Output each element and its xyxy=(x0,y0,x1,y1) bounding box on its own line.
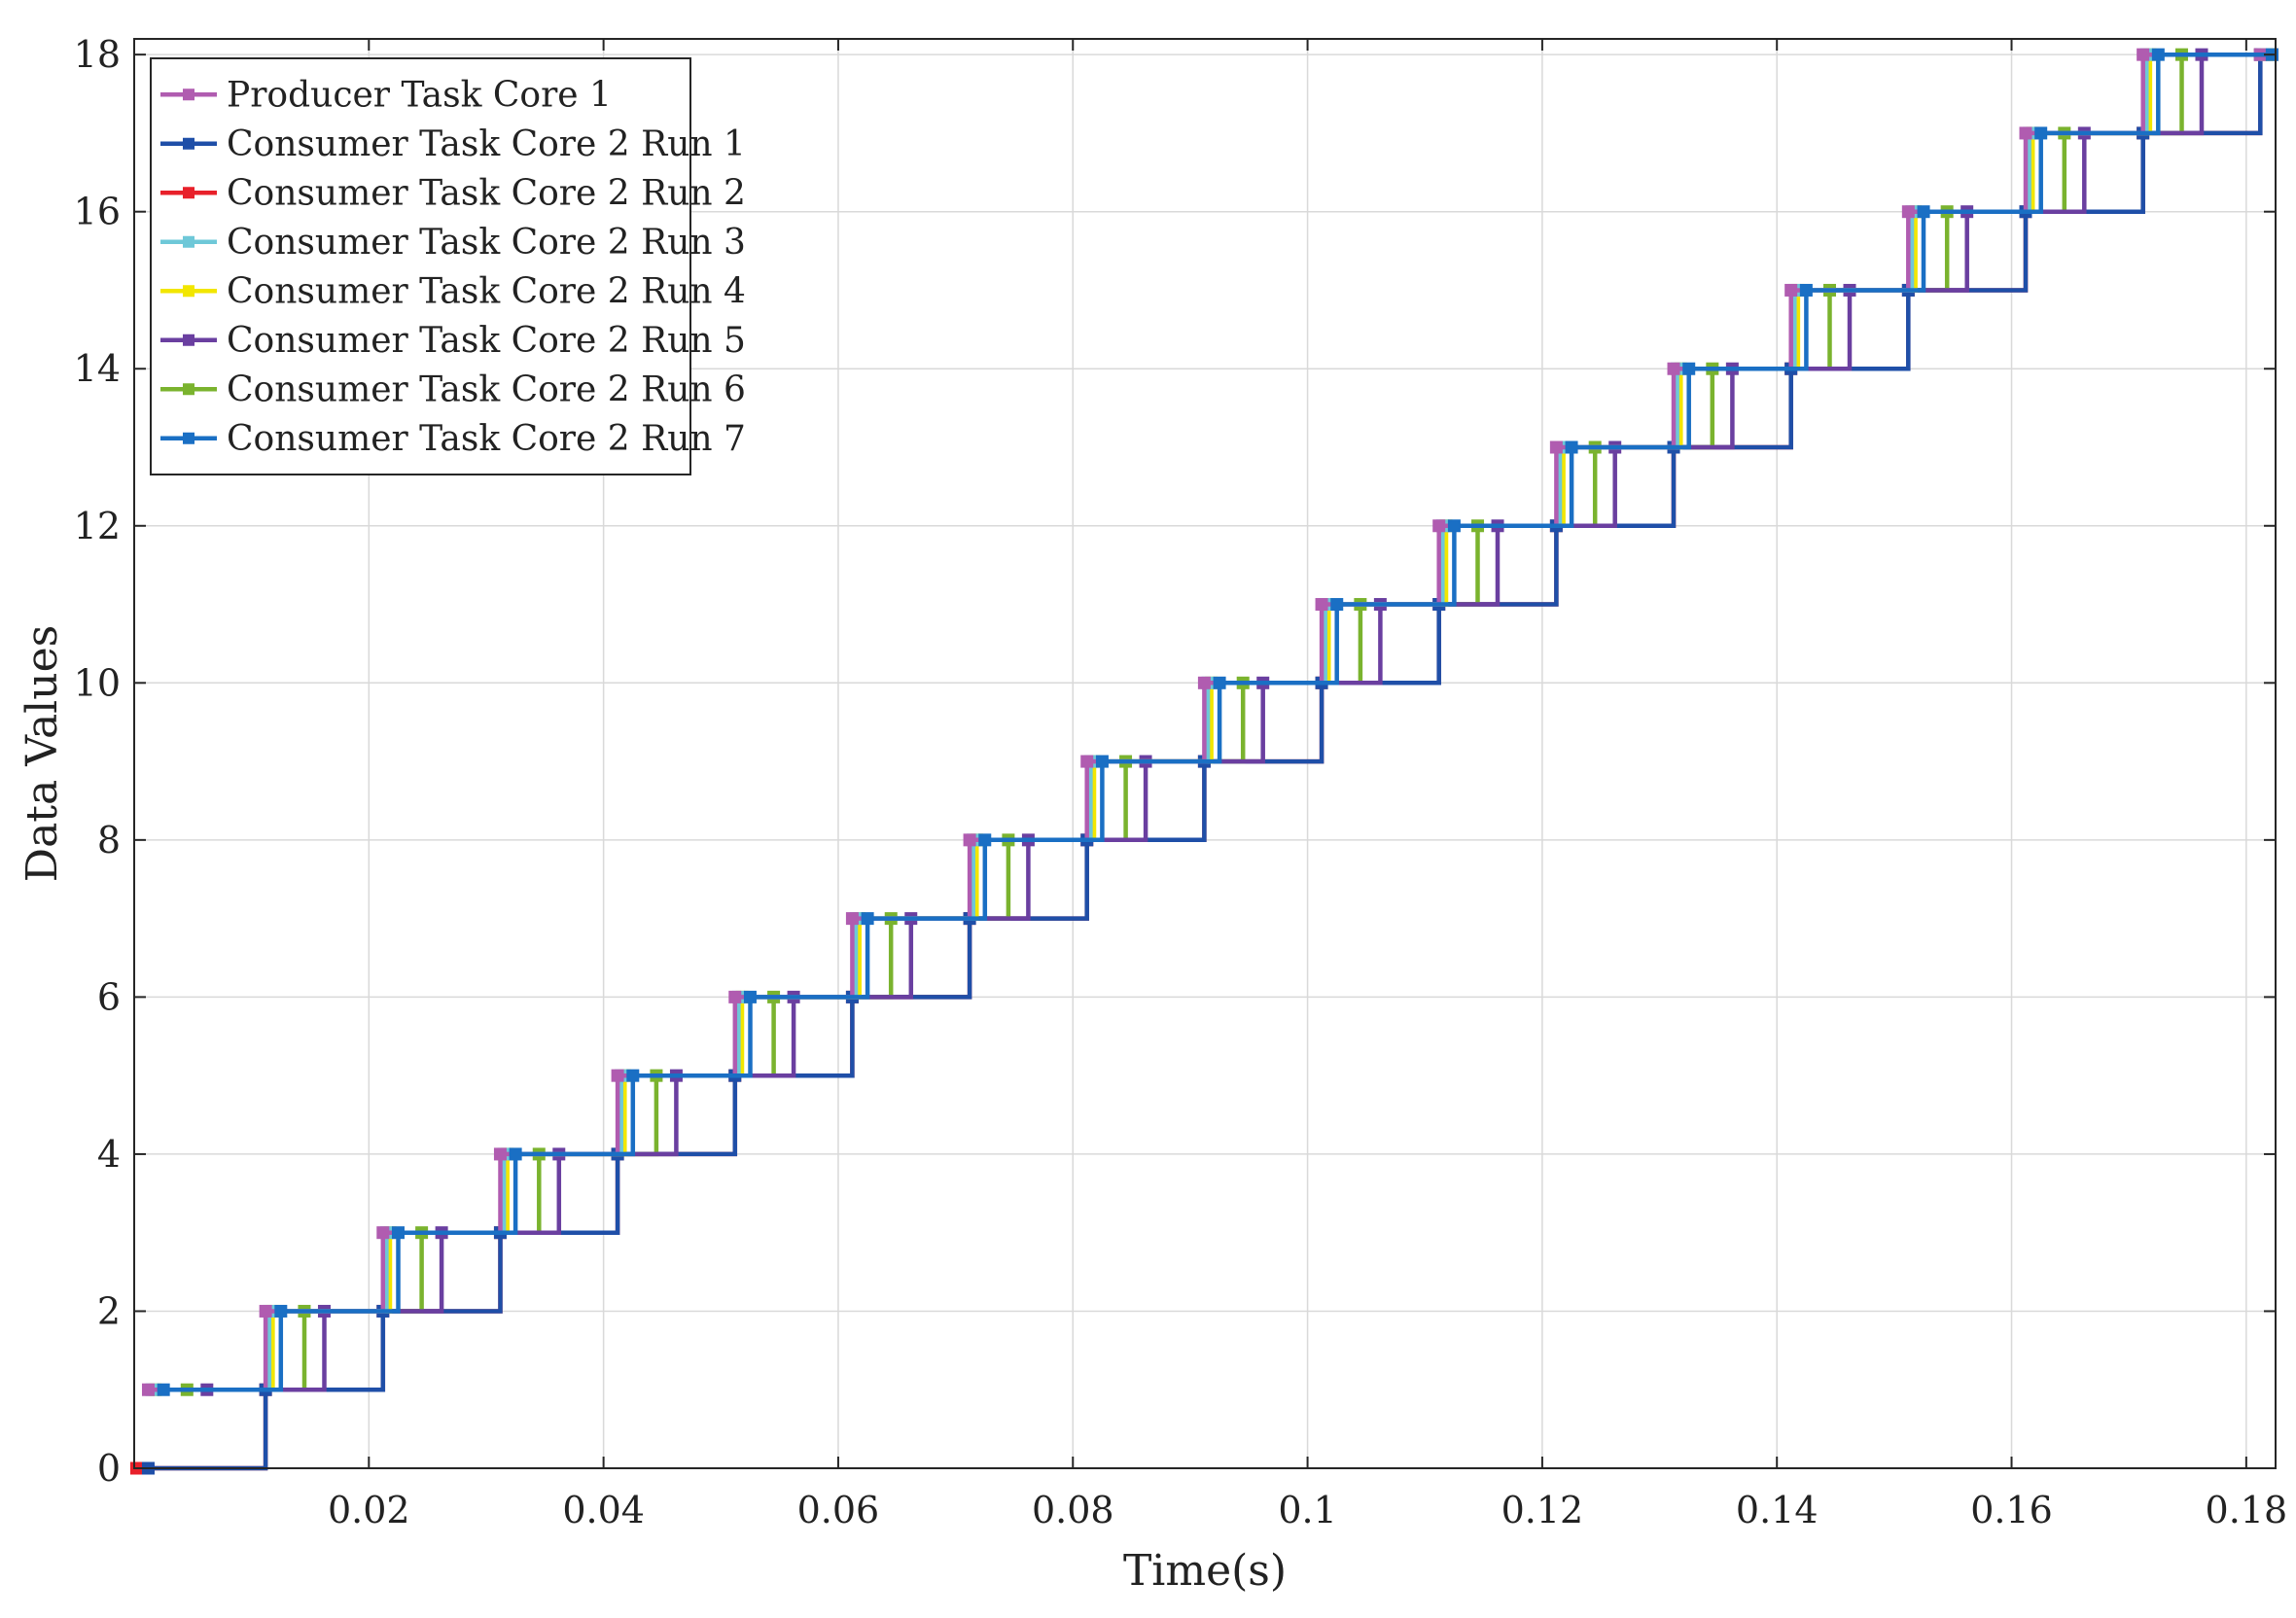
y-tick-label: 0 xyxy=(97,1447,121,1490)
legend-label: Consumer Task Core 2 Run 5 xyxy=(227,321,746,361)
data-point-marker xyxy=(376,1226,390,1240)
data-point-marker xyxy=(2019,126,2032,140)
legend-label: Consumer Task Core 2 Run 3 xyxy=(227,223,746,263)
y-tick-label: 2 xyxy=(97,1289,121,1332)
legend-swatch-marker xyxy=(183,334,194,346)
legend-label: Producer Task Core 1 xyxy=(227,75,612,115)
series-line xyxy=(187,52,2273,1392)
data-point-marker xyxy=(1432,519,1446,533)
x-tick-label: 0.16 xyxy=(1970,1489,2053,1531)
data-point-marker xyxy=(1095,755,1109,768)
data-point-marker xyxy=(259,1304,272,1318)
data-point-marker xyxy=(1667,362,1680,375)
y-tick-label: 12 xyxy=(74,505,121,547)
data-point-marker xyxy=(1901,205,1915,219)
series-line xyxy=(206,52,2273,1392)
y-tick-label: 16 xyxy=(74,191,121,233)
x-tick-label: 0.14 xyxy=(1736,1489,1819,1531)
legend-swatch-marker xyxy=(183,137,194,150)
data-point-marker xyxy=(626,1069,640,1082)
series-line xyxy=(155,52,2268,1392)
legend-entry: Consumer Task Core 2 Run 6 xyxy=(160,369,746,409)
data-point-marker xyxy=(274,1304,288,1318)
data-point-marker xyxy=(978,833,992,847)
series-line xyxy=(152,52,2264,1392)
legend-label: Consumer Task Core 2 Run 2 xyxy=(227,173,746,213)
data-point-marker xyxy=(861,912,874,926)
data-point-marker xyxy=(493,1147,507,1161)
data-point-marker xyxy=(157,1383,170,1396)
series-8 xyxy=(157,48,2278,1396)
data-point-marker xyxy=(1549,440,1563,454)
legend-entry: Consumer Task Core 2 Run 7 xyxy=(160,419,746,459)
data-point-marker xyxy=(1315,598,1328,612)
data-point-marker xyxy=(141,1383,155,1396)
legend-swatch-marker xyxy=(183,88,194,101)
data-point-marker xyxy=(1213,676,1226,689)
data-point-marker xyxy=(2151,48,2165,61)
series-line xyxy=(163,52,2273,1392)
legend-label: Consumer Task Core 2 Run 1 xyxy=(227,124,746,164)
legend-swatch-marker xyxy=(183,432,194,444)
data-point-marker xyxy=(1197,676,1211,689)
y-tick-label: 10 xyxy=(74,661,121,704)
data-point-marker xyxy=(1330,598,1344,612)
data-point-marker xyxy=(2034,126,2048,140)
series-line xyxy=(148,52,2261,1392)
legend-entry: Producer Task Core 1 xyxy=(160,75,612,115)
data-point-marker xyxy=(611,1069,624,1082)
legend-entry: Consumer Task Core 2 Run 1 xyxy=(160,124,746,164)
y-axis-ticks: 0 2 4 6 8 10 12 14 16 18 xyxy=(74,33,2276,1490)
data-point-marker xyxy=(1917,205,1930,219)
data-point-marker xyxy=(728,990,742,1003)
data-point-marker xyxy=(391,1226,405,1240)
data-point-marker xyxy=(1784,283,1798,297)
y-tick-label: 14 xyxy=(74,347,121,390)
legend-entries: Producer Task Core 1 Consumer Task Core 2… xyxy=(160,75,746,459)
x-tick-label: 0.02 xyxy=(328,1489,410,1531)
y-tick-label: 6 xyxy=(97,975,121,1018)
data-point-marker xyxy=(2137,48,2150,61)
y-tick-label: 8 xyxy=(97,819,121,862)
x-tick-label: 0.12 xyxy=(1501,1489,1584,1531)
x-axis-label: Time(s) xyxy=(1123,1546,1287,1596)
data-point-marker xyxy=(743,990,757,1003)
axes-box xyxy=(133,38,2277,1469)
x-tick-label: 0.08 xyxy=(1032,1489,1114,1531)
legend-label: Consumer Task Core 2 Run 7 xyxy=(227,419,746,459)
legend-entry: Consumer Task Core 2 Run 3 xyxy=(160,223,746,263)
legend-swatch-marker xyxy=(183,187,194,199)
data-point-marker xyxy=(1447,519,1461,533)
legend: Producer Task Core 1 Consumer Task Core 2… xyxy=(150,57,746,475)
legend-label: Consumer Task Core 2 Run 4 xyxy=(227,271,746,311)
data-point-marker xyxy=(509,1147,522,1161)
legend-entry: Consumer Task Core 2 Run 5 xyxy=(160,321,746,361)
x-tick-label: 0.18 xyxy=(2206,1489,2288,1531)
legend-entry: Consumer Task Core 2 Run 4 xyxy=(160,271,746,311)
x-tick-label: 0.1 xyxy=(1278,1489,1336,1531)
x-tick-label: 0.06 xyxy=(797,1489,880,1531)
y-axis-label: Data Values xyxy=(18,625,67,882)
legend-box xyxy=(150,57,691,475)
legend-swatch-marker xyxy=(183,235,194,248)
x-axis-ticks: 0.02 0.04 0.06 0.08 0.1 0.12 0.14 0.16 0.18 xyxy=(328,39,2287,1531)
x-tick-label: 0.04 xyxy=(562,1489,645,1531)
data-point-marker xyxy=(1080,755,1094,768)
data-point-marker xyxy=(845,912,859,926)
y-tick-label: 4 xyxy=(97,1133,121,1176)
data-point-marker xyxy=(1565,440,1578,454)
legend-label: Consumer Task Core 2 Run 6 xyxy=(227,369,746,409)
legend-swatch-marker xyxy=(183,285,194,298)
data-point-marker xyxy=(963,833,976,847)
legend-swatch-marker xyxy=(183,383,194,396)
data-point-marker xyxy=(1799,283,1813,297)
plot-series xyxy=(129,48,2278,1475)
y-tick-label: 18 xyxy=(74,33,121,76)
data-point-marker xyxy=(1682,362,1696,375)
series-1 xyxy=(141,48,2267,1396)
legend-entry: Consumer Task Core 2 Run 2 xyxy=(160,173,746,213)
